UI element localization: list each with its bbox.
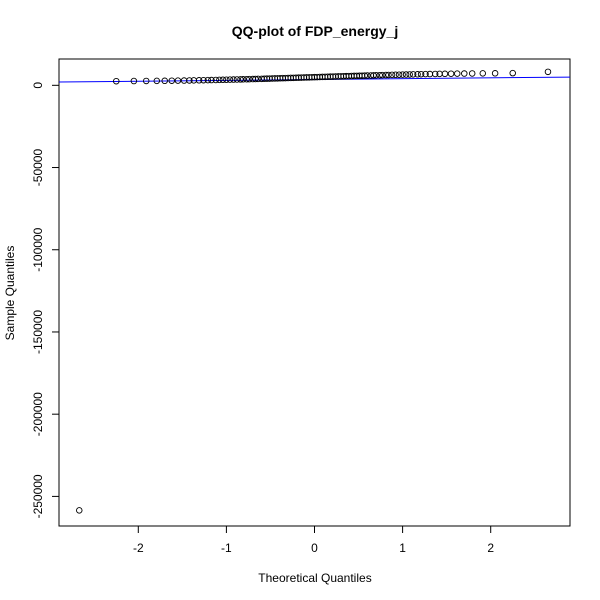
qq-point [168,77,176,84]
y-tick-label: -50000 [31,149,45,187]
qq-point [395,71,403,78]
qq-point [243,75,250,83]
x-tick-label: 1 [399,541,406,555]
qq-point [233,76,241,83]
x-axis-label: Theoretical Quantiles [258,571,371,585]
qq-point [219,76,227,84]
qq-point [195,77,203,84]
qq-point [254,75,262,83]
y-tick-label: -200000 [31,392,45,436]
x-tick-label: -2 [133,541,144,555]
y-tick-label: -100000 [31,227,45,271]
x-tick-label: 0 [311,541,318,555]
qq-point [461,70,468,77]
y-tick-label: -150000 [31,310,45,354]
qq-point [509,69,516,77]
qq-point [385,71,392,79]
qq-point [364,72,371,79]
qq-point [491,70,499,77]
qq-point [431,70,439,78]
chart-title: QQ-plot of FDP_energy_j [232,23,398,39]
y-axis-label: Sample Quantiles [3,246,17,341]
qq-point [399,71,406,78]
qq-point [252,75,259,83]
qq-point [142,77,150,85]
qq-point [479,70,487,77]
qq-point [379,71,386,79]
qq-point [409,71,417,78]
qq-point [113,77,120,85]
qq-point [208,76,215,84]
qq-point [417,70,425,78]
qq-point [226,76,234,83]
qq-point [382,71,390,79]
qq-point [174,77,182,84]
y-axis: 0 -50000 -100000 -150000 -200000 -250000 [31,82,60,518]
x-tick-label: 2 [487,541,494,555]
qq-point [186,77,193,84]
qq-point [370,72,377,79]
qq-point [237,76,244,83]
qq-point [76,507,83,514]
qq-point [392,71,399,79]
qq-point [453,70,461,77]
qq-point [361,72,368,79]
qq-point [153,77,161,85]
qq-point [216,76,223,84]
qq-point [376,71,383,79]
qq-point [406,71,413,78]
x-tick-label: -1 [221,541,232,555]
qq-point [468,70,476,77]
qq-point [447,70,455,77]
qq-point [239,76,247,83]
qq-point [388,71,396,79]
qq-point [212,76,220,84]
qq-point [200,76,207,84]
qq-point [372,72,380,79]
y-tick-label: 0 [31,82,45,89]
qq-point [161,77,168,85]
qq-point [414,71,421,78]
qq-point [422,70,429,78]
qq-point [204,76,212,84]
qq-point [223,76,230,83]
qq-point [544,68,552,76]
qq-point [246,75,253,83]
qq-point [402,71,410,78]
x-axis: -2 -1 0 1 2 [133,525,494,555]
qq-point [130,77,138,85]
points-group [76,68,552,514]
y-tick-label: -250000 [31,474,45,518]
qq-point [441,70,449,78]
plot-area-frame [58,58,571,527]
qq-point [230,76,237,83]
